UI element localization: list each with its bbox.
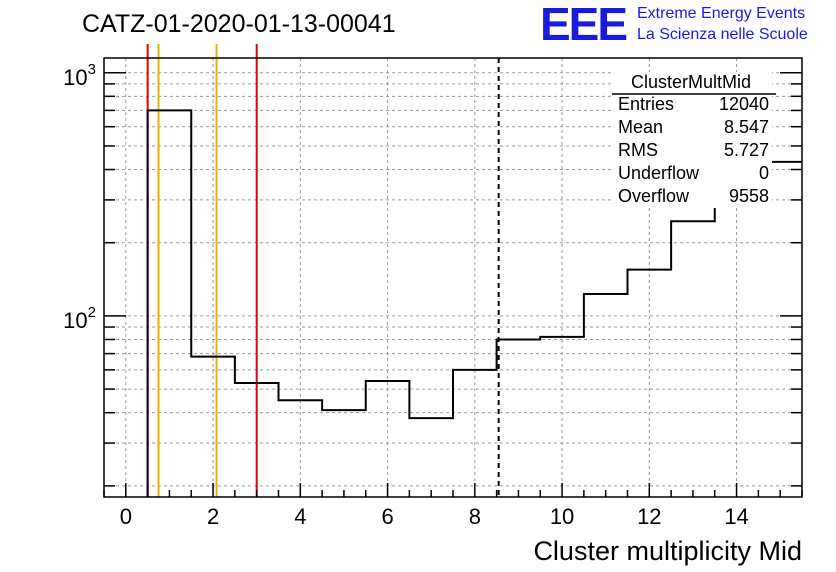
x-tick-label: 10 bbox=[550, 504, 574, 529]
y-tick-label: 102 bbox=[63, 304, 96, 333]
stats-box-title: ClusterMultMid bbox=[631, 72, 751, 92]
eee-logo-mark: EEE bbox=[540, 0, 626, 50]
x-tick-label: 2 bbox=[207, 504, 219, 529]
stats-label-mean: Mean bbox=[618, 117, 663, 137]
stats-rows: Entries 12040 Mean 8.547 RMS 5.727 Underflow 0 O… bbox=[618, 94, 769, 206]
histogram-series bbox=[146, 109, 802, 497]
stats-value-overflow: 9558 bbox=[729, 186, 769, 206]
grid-lines bbox=[104, 58, 802, 497]
eee-logo: EEE Extreme Energy Events La Scienza nel… bbox=[540, 0, 808, 50]
stats-label-overflow: Overflow bbox=[618, 186, 690, 206]
stats-value-entries: 12040 bbox=[719, 94, 769, 114]
axis-ticks bbox=[103, 72, 803, 497]
stats-label-entries: Entries bbox=[618, 94, 674, 114]
tick-labels: 0 2 4 6 8 10 12 14 102 103 bbox=[63, 61, 749, 529]
x-tick-label: 8 bbox=[469, 504, 481, 529]
x-tick-label: 12 bbox=[637, 504, 661, 529]
x-tick-label: 6 bbox=[381, 504, 393, 529]
stats-label-underflow: Underflow bbox=[618, 163, 700, 183]
stats-value-mean: 8.547 bbox=[724, 117, 769, 137]
y-tick-label: 103 bbox=[63, 61, 96, 90]
stats-box: ClusterMultMid Entries 12040 Mean 8.547 RMS 5… bbox=[612, 72, 776, 208]
stats-value-underflow: 0 bbox=[759, 163, 769, 183]
x-tick-label: 0 bbox=[120, 504, 132, 529]
eee-logo-line2: La Scienza nelle Scuole bbox=[637, 26, 808, 43]
stats-value-rms: 5.727 bbox=[724, 140, 769, 160]
marker-lines bbox=[146, 44, 500, 497]
x-tick-label: 4 bbox=[294, 504, 306, 529]
x-axis-label: Cluster multiplicity Mid bbox=[533, 536, 802, 566]
stats-label-rms: RMS bbox=[618, 140, 658, 160]
x-tick-label: 14 bbox=[724, 504, 748, 529]
eee-logo-line1: Extreme Energy Events bbox=[637, 5, 805, 22]
chart-title: CATZ-01-2020-01-13-00041 bbox=[82, 10, 396, 38]
